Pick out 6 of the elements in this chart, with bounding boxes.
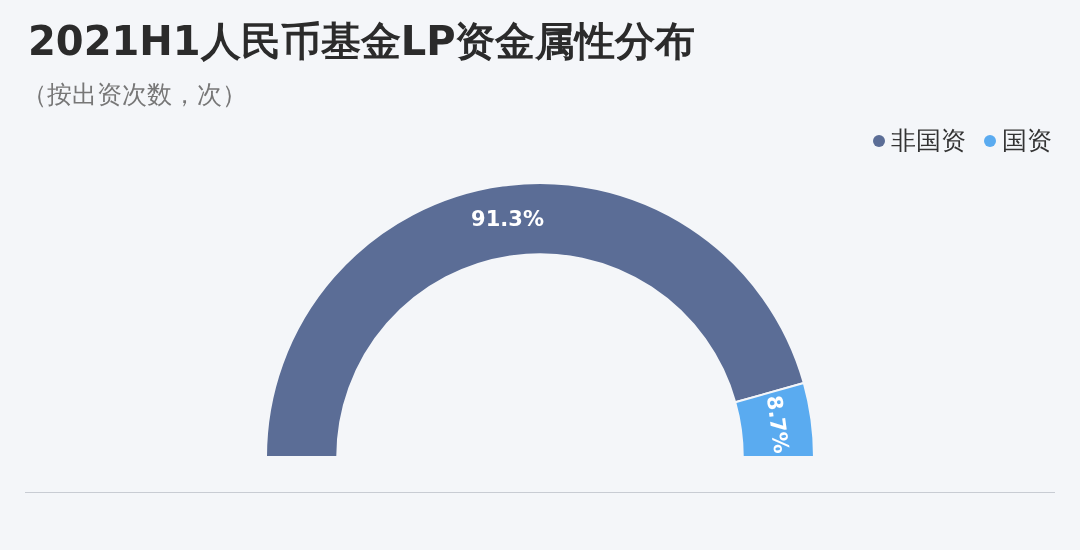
chart-subtitle: （按出资次数，次） bbox=[22, 79, 247, 111]
data-label: 91.3% bbox=[471, 207, 544, 232]
data-label: 8.7% bbox=[761, 393, 794, 455]
chart-title: 2021H1人民币基金LP资金属性分布 bbox=[28, 17, 696, 66]
legend-label: 非国资 bbox=[891, 125, 966, 157]
legend-label: 国资 bbox=[1002, 125, 1052, 157]
